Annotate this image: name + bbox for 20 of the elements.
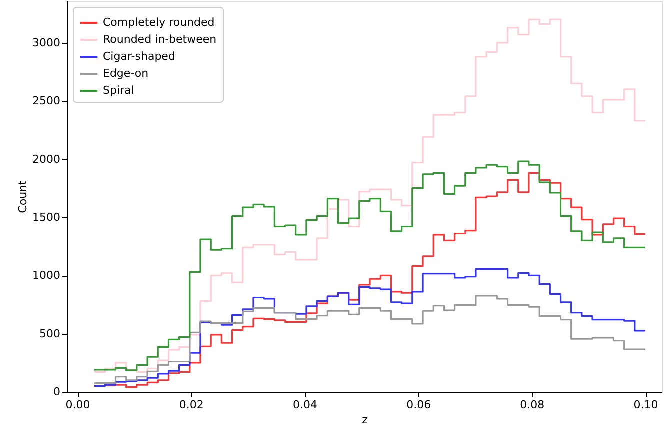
legend-label: Rounded in-between <box>103 33 217 46</box>
y-tick-label: 3000 <box>32 36 60 50</box>
y-tick-label: 500 <box>40 327 60 340</box>
x-tick-label: 0.02 <box>179 398 204 412</box>
x-axis-title: z <box>362 414 368 426</box>
y-tick-label: 0 <box>54 386 60 398</box>
x-tick-label: 0.08 <box>520 398 545 412</box>
x-tick-label: 0.06 <box>406 398 432 412</box>
x-tick-label: 0.04 <box>292 398 318 412</box>
y-tick-label: 1500 <box>32 210 60 224</box>
legend-label: Edge-on <box>103 67 149 80</box>
legend-label: Spiral <box>103 84 134 97</box>
y-tick-label: 2000 <box>32 152 60 166</box>
y-tick-label: 1000 <box>32 269 60 282</box>
legend-label: Completely rounded <box>103 16 215 29</box>
y-axis-title: Count <box>16 180 30 214</box>
y-tick-label: 2500 <box>32 94 60 108</box>
legend-label: Cigar-shaped <box>103 50 176 63</box>
x-tick-label: 0.10 <box>634 398 658 412</box>
x-tick-label: 0.00 <box>66 398 90 412</box>
